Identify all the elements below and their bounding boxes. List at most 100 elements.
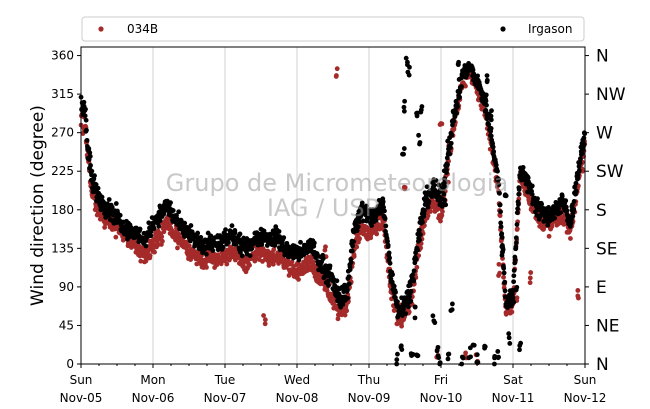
data-point (408, 288, 414, 294)
data-point (488, 126, 494, 131)
data-point (407, 282, 413, 288)
compass-label: S (596, 201, 607, 221)
data-point (334, 73, 339, 78)
data-point (347, 267, 353, 273)
x-tick-date: Nov-09 (348, 391, 391, 405)
data-point (447, 151, 453, 157)
data-point (499, 235, 505, 240)
data-point (334, 66, 340, 72)
data-point (457, 89, 463, 95)
data-point (182, 220, 188, 226)
data-point (198, 234, 204, 240)
data-point (506, 335, 512, 341)
data-point (507, 341, 513, 346)
data-point (442, 179, 448, 184)
data-point (496, 182, 502, 188)
data-point (309, 255, 314, 261)
data-point (395, 351, 400, 357)
data-point (402, 98, 408, 104)
data-point (399, 347, 405, 352)
data-point (159, 234, 165, 240)
data-point (237, 231, 243, 237)
data-point (520, 164, 526, 170)
data-point (369, 223, 374, 229)
data-point (491, 149, 497, 155)
data-point (448, 145, 453, 151)
data-point (528, 270, 534, 275)
data-point (553, 199, 559, 205)
data-point (364, 224, 370, 230)
data-point (442, 184, 448, 190)
x-tick-date: Nov-10 (420, 391, 463, 405)
x-axis: Sun Nov-05 Mon Nov-06 Tue Nov-07 Wed Nov-08 Thu N… (60, 364, 606, 405)
compass-label: E (596, 278, 607, 298)
data-point (440, 209, 445, 214)
data-points (78, 55, 588, 367)
data-point (381, 204, 386, 210)
data-point (438, 218, 443, 224)
data-point (156, 223, 162, 229)
data-point (414, 113, 420, 119)
data-point (571, 199, 577, 204)
x-tick-weekday: Tue (214, 373, 236, 387)
data-point (575, 288, 581, 293)
y-tick-label: 225 (51, 164, 74, 178)
data-point (496, 354, 501, 360)
compass-label: NE (596, 316, 619, 336)
data-point (363, 203, 369, 209)
data-point (176, 231, 182, 237)
data-point (373, 217, 379, 223)
data-point (498, 209, 503, 215)
compass-axis: N NE E SE S SW W NW N (585, 47, 626, 375)
x-tick-weekday: Mon (140, 373, 165, 387)
data-point (184, 239, 190, 245)
data-point (390, 272, 395, 278)
data-point (482, 95, 488, 101)
data-point (409, 353, 414, 359)
data-point (374, 231, 380, 237)
data-point (463, 83, 468, 89)
data-point (349, 248, 355, 254)
data-point (394, 357, 400, 363)
y-tick-label: 360 (51, 49, 74, 63)
data-point (516, 191, 522, 197)
data-point (296, 257, 302, 263)
data-point (496, 261, 502, 267)
data-point (456, 59, 461, 65)
x-tick-weekday: Fri (434, 373, 448, 387)
data-point (451, 118, 457, 124)
data-point (401, 306, 406, 312)
data-point (506, 331, 512, 337)
data-point (433, 178, 439, 183)
data-point (436, 355, 442, 361)
data-point (351, 254, 357, 259)
data-point (138, 258, 144, 264)
data-point (350, 243, 356, 249)
data-point (95, 185, 101, 191)
data-point (568, 217, 574, 223)
data-point (117, 212, 123, 218)
data-point (128, 245, 134, 250)
data-point (581, 135, 587, 141)
data-point (401, 104, 407, 110)
data-point (186, 243, 192, 249)
data-point (509, 309, 515, 315)
x-tick-date: Nov-05 (60, 391, 103, 405)
data-point (414, 352, 420, 358)
data-point (515, 206, 521, 212)
data-point (102, 225, 108, 230)
data-point (559, 193, 565, 199)
data-point (417, 232, 423, 237)
data-point (529, 192, 535, 197)
data-point (437, 122, 443, 127)
data-point (578, 156, 583, 162)
x-tick-date: Nov-08 (276, 391, 319, 405)
data-point (441, 191, 447, 197)
data-point (113, 201, 119, 206)
data-point (261, 313, 266, 318)
data-point (412, 315, 418, 321)
data-point (399, 323, 404, 329)
data-point (320, 256, 326, 261)
data-point (357, 236, 362, 241)
data-point (84, 127, 89, 133)
